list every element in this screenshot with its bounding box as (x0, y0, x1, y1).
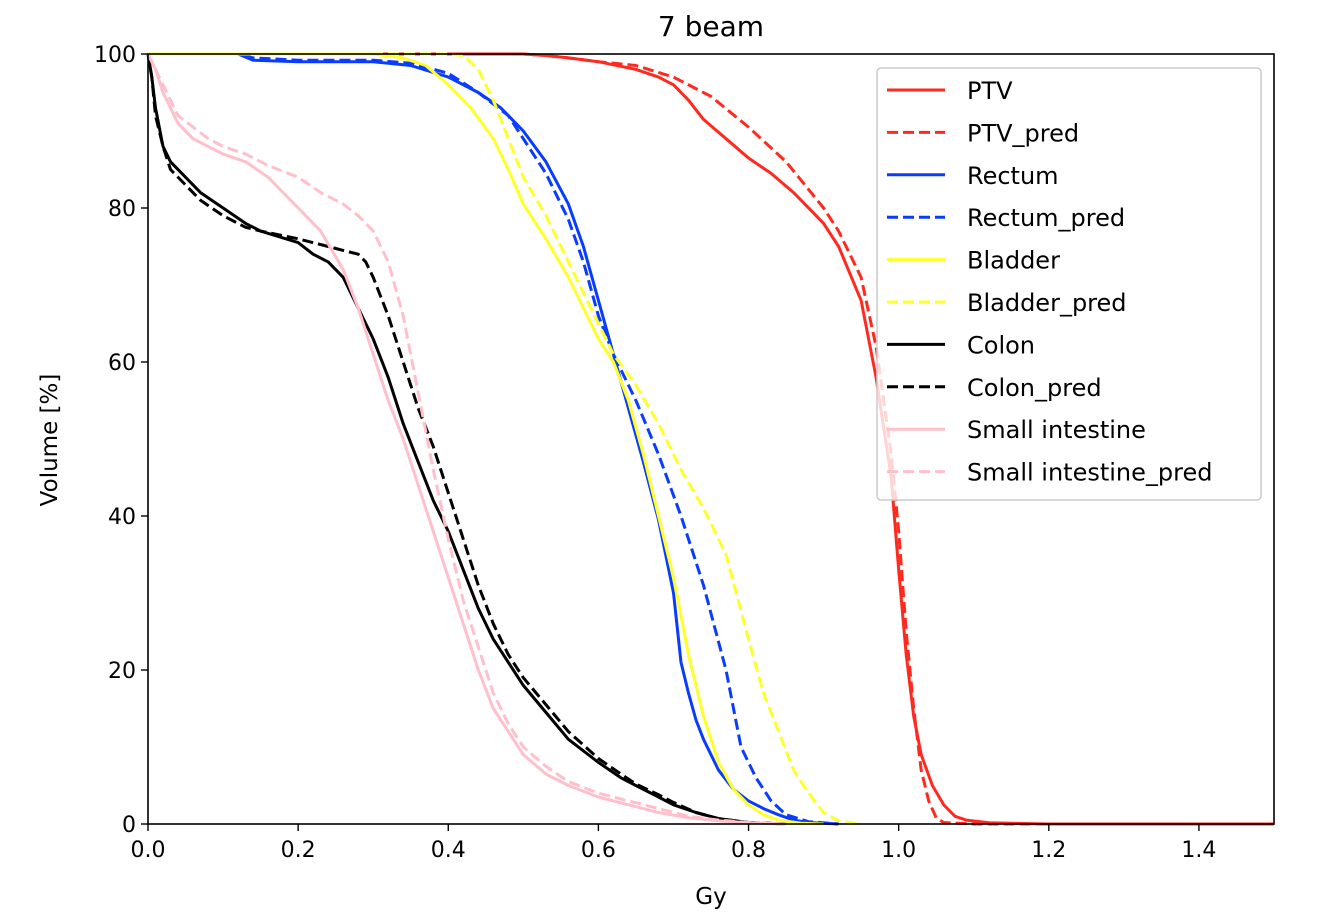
legend-box (876, 67, 1262, 501)
x-tick-label: 1.4 (1181, 838, 1216, 863)
x-tick-label: 0.8 (731, 838, 766, 863)
chart-title: 7 beam (658, 10, 764, 43)
legend-label: Colon (967, 331, 1035, 359)
legend: PTV PTV_pred Rectum Rectum_pred Bladder Bladd… (876, 67, 1262, 501)
x-tick-label: 0.4 (431, 838, 466, 863)
legend-label: PTV (967, 77, 1013, 105)
x-tick-label: 1.0 (881, 838, 916, 863)
x-tick-label: 0.2 (281, 838, 316, 863)
plot-area (146, 52, 1274, 826)
series-line-1 (148, 52, 1274, 826)
y-tick-label: 40 (108, 505, 136, 530)
legend-label: Bladder_pred (967, 289, 1127, 317)
y-axis: 0 20 40 60 80 100 (94, 43, 148, 838)
legend-label: Rectum (967, 162, 1059, 190)
series-line-4 (148, 52, 824, 826)
y-tick-label: 80 (108, 197, 136, 222)
legend-label: PTV_pred (967, 119, 1079, 147)
x-axis: 0.0 0.2 0.4 0.6 0.8 1.0 1.2 1.4 (131, 824, 1216, 863)
series-line-6 (146, 53, 787, 826)
series-line-5 (148, 52, 862, 826)
y-axis-label: Volume [%] (37, 374, 63, 507)
x-tick-label: 1.2 (1031, 838, 1066, 863)
legend-label: Bladder (967, 247, 1060, 275)
x-tick-label: 0.0 (131, 838, 166, 863)
x-tick-label: 0.6 (581, 838, 616, 863)
legend-label: Small intestine (967, 416, 1146, 444)
legend-label: Rectum_pred (967, 204, 1125, 232)
y-tick-label: 20 (108, 659, 136, 684)
series-line-9 (146, 53, 787, 826)
x-axis-label: Gy (695, 884, 726, 910)
y-tick-label: 100 (94, 43, 136, 68)
y-tick-label: 0 (122, 813, 136, 838)
series-line-2 (148, 52, 839, 826)
legend-label: Colon_pred (967, 374, 1102, 402)
series-line-3 (148, 52, 839, 826)
axes-frame (147, 53, 1275, 825)
series-line-7 (146, 53, 787, 826)
y-tick-label: 60 (108, 351, 136, 376)
legend-label: Small intestine_pred (967, 459, 1212, 487)
series-line-8 (146, 53, 787, 826)
